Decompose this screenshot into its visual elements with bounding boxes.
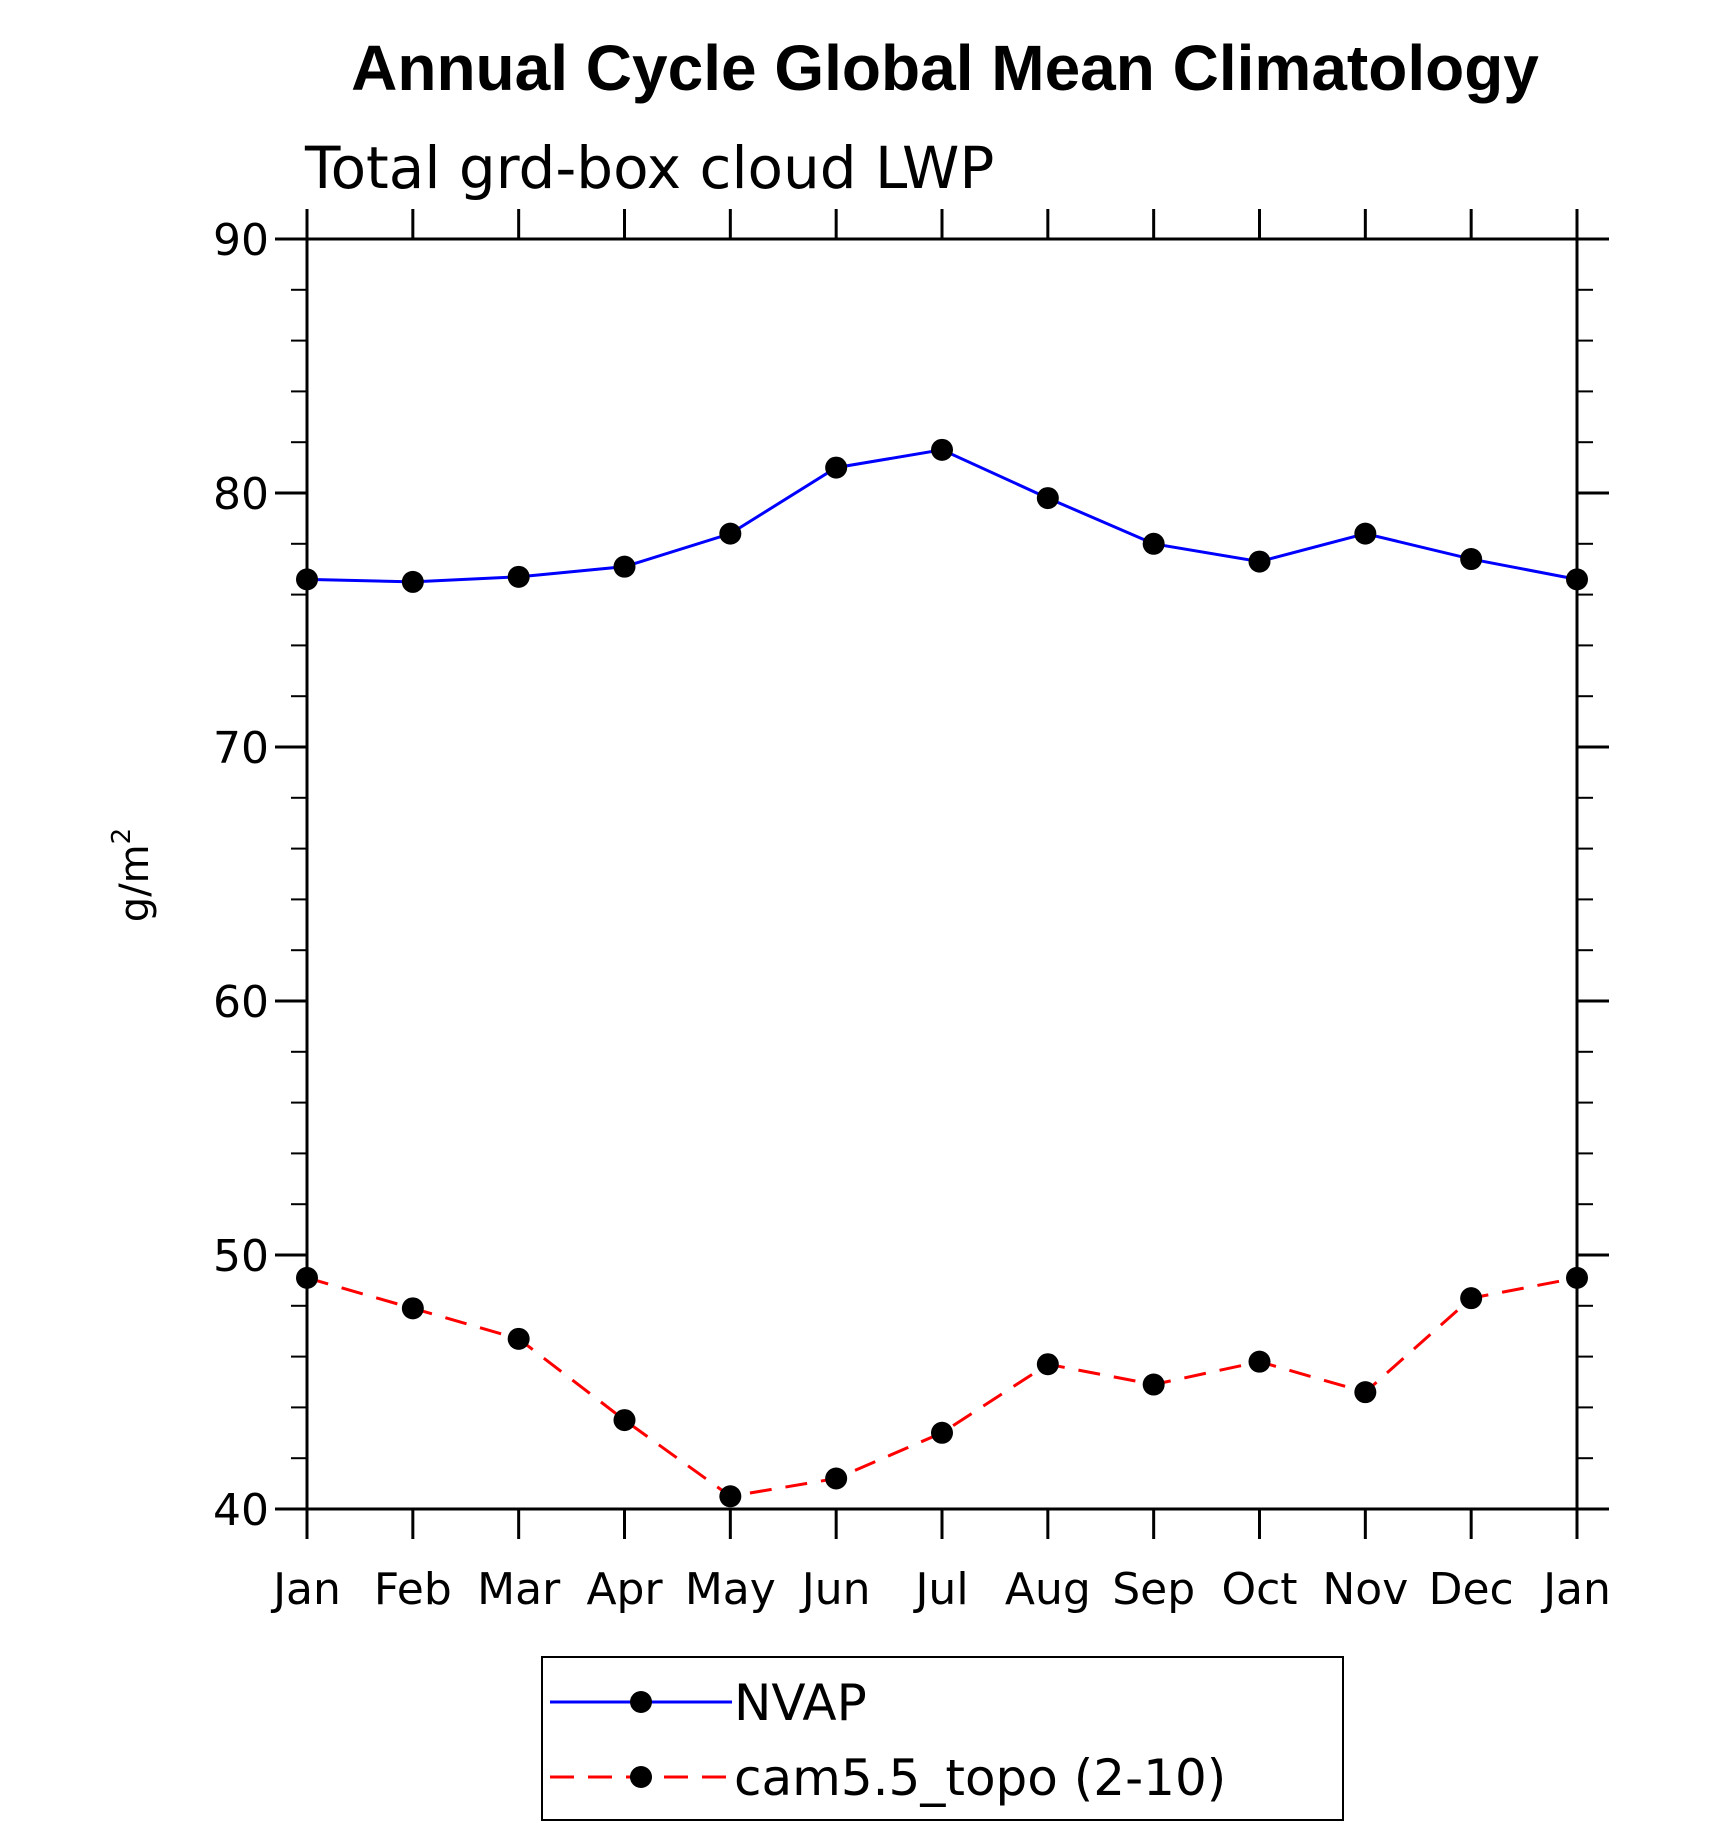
series-0-point — [931, 438, 953, 461]
series-1-point — [719, 1485, 742, 1508]
x-tick-label: May — [685, 1564, 776, 1615]
y-tick-label: 90 — [213, 215, 269, 266]
svg-text:g/m2: g/m2 — [107, 828, 158, 922]
series-line-0 — [306, 448, 1578, 584]
series-1-point — [296, 1266, 318, 1289]
series-1-point — [1036, 1353, 1059, 1376]
y-tick-label: 50 — [213, 1231, 269, 1282]
x-tick-label: Nov — [1322, 1564, 1408, 1615]
series-1-point — [1142, 1373, 1165, 1396]
series-1-point — [1354, 1381, 1377, 1404]
legend-marker-1 — [630, 1766, 652, 1788]
x-tick-label: Dec — [1429, 1564, 1514, 1615]
series-0-point — [1354, 522, 1377, 545]
legend-label-0: NVAP — [734, 1674, 867, 1732]
series-0-point — [1248, 550, 1271, 573]
series-1-point — [1566, 1266, 1588, 1289]
series-line-1 — [306, 1276, 1578, 1498]
y-axis-label-superscript: 2 — [107, 828, 137, 845]
series-0-point — [507, 565, 530, 588]
series-0-point — [1142, 532, 1165, 555]
x-tick-label: Apr — [586, 1564, 663, 1615]
x-tick-label: Jan — [270, 1564, 341, 1615]
series-0-point — [1036, 487, 1059, 510]
x-tick-label: Aug — [1005, 1564, 1091, 1615]
x-tick-label: Oct — [1221, 1564, 1297, 1615]
chart-subtitle: Total grd-box cloud LWP — [304, 134, 994, 202]
y-tick-label: 60 — [213, 977, 269, 1028]
x-tick-label: Mar — [477, 1564, 561, 1615]
legend-box — [541, 1656, 1344, 1821]
series-1-point — [1460, 1287, 1483, 1310]
x-tick-label: Jan — [1540, 1564, 1611, 1615]
series-0-point — [825, 456, 848, 479]
chart-title: Annual Cycle Global Mean Climatology — [351, 32, 1539, 104]
legend-label-1: cam5.5_topo (2-10) — [734, 1749, 1226, 1807]
y-axis-label: g/m2 — [107, 828, 158, 922]
series-1-point — [931, 1421, 953, 1444]
series-0-point — [1566, 568, 1588, 591]
series-0-point — [719, 522, 742, 545]
series-1-point — [825, 1467, 848, 1490]
legend-marker-0 — [630, 1691, 652, 1713]
series-1-point — [613, 1409, 636, 1432]
series-0-point — [401, 570, 424, 593]
plot-area: 40 50 60 70 80 90 Jan Feb Mar Apr May Jun Jul Aug Sep O… — [213, 209, 1611, 1615]
y-tick-label: 70 — [213, 723, 269, 774]
x-tick-label: Jun — [799, 1564, 871, 1615]
x-tick-label: Jul — [912, 1564, 968, 1615]
y-axis-label-text: g/m — [112, 844, 158, 922]
plot-frame — [305, 237, 1579, 1511]
series-0-point — [296, 568, 318, 591]
series-1-point — [1248, 1350, 1271, 1373]
x-tick-label: Sep — [1112, 1564, 1195, 1615]
y-tick-label: 80 — [213, 469, 269, 520]
legend: NVAP cam5.5_topo (2-10) — [541, 1656, 1344, 1821]
series-1-point — [401, 1297, 424, 1320]
x-tick-label: Feb — [374, 1564, 452, 1615]
series-0-point — [1460, 548, 1483, 571]
series-0-point — [613, 555, 636, 578]
series-1-point — [507, 1327, 530, 1350]
y-tick-label: 40 — [213, 1485, 269, 1536]
